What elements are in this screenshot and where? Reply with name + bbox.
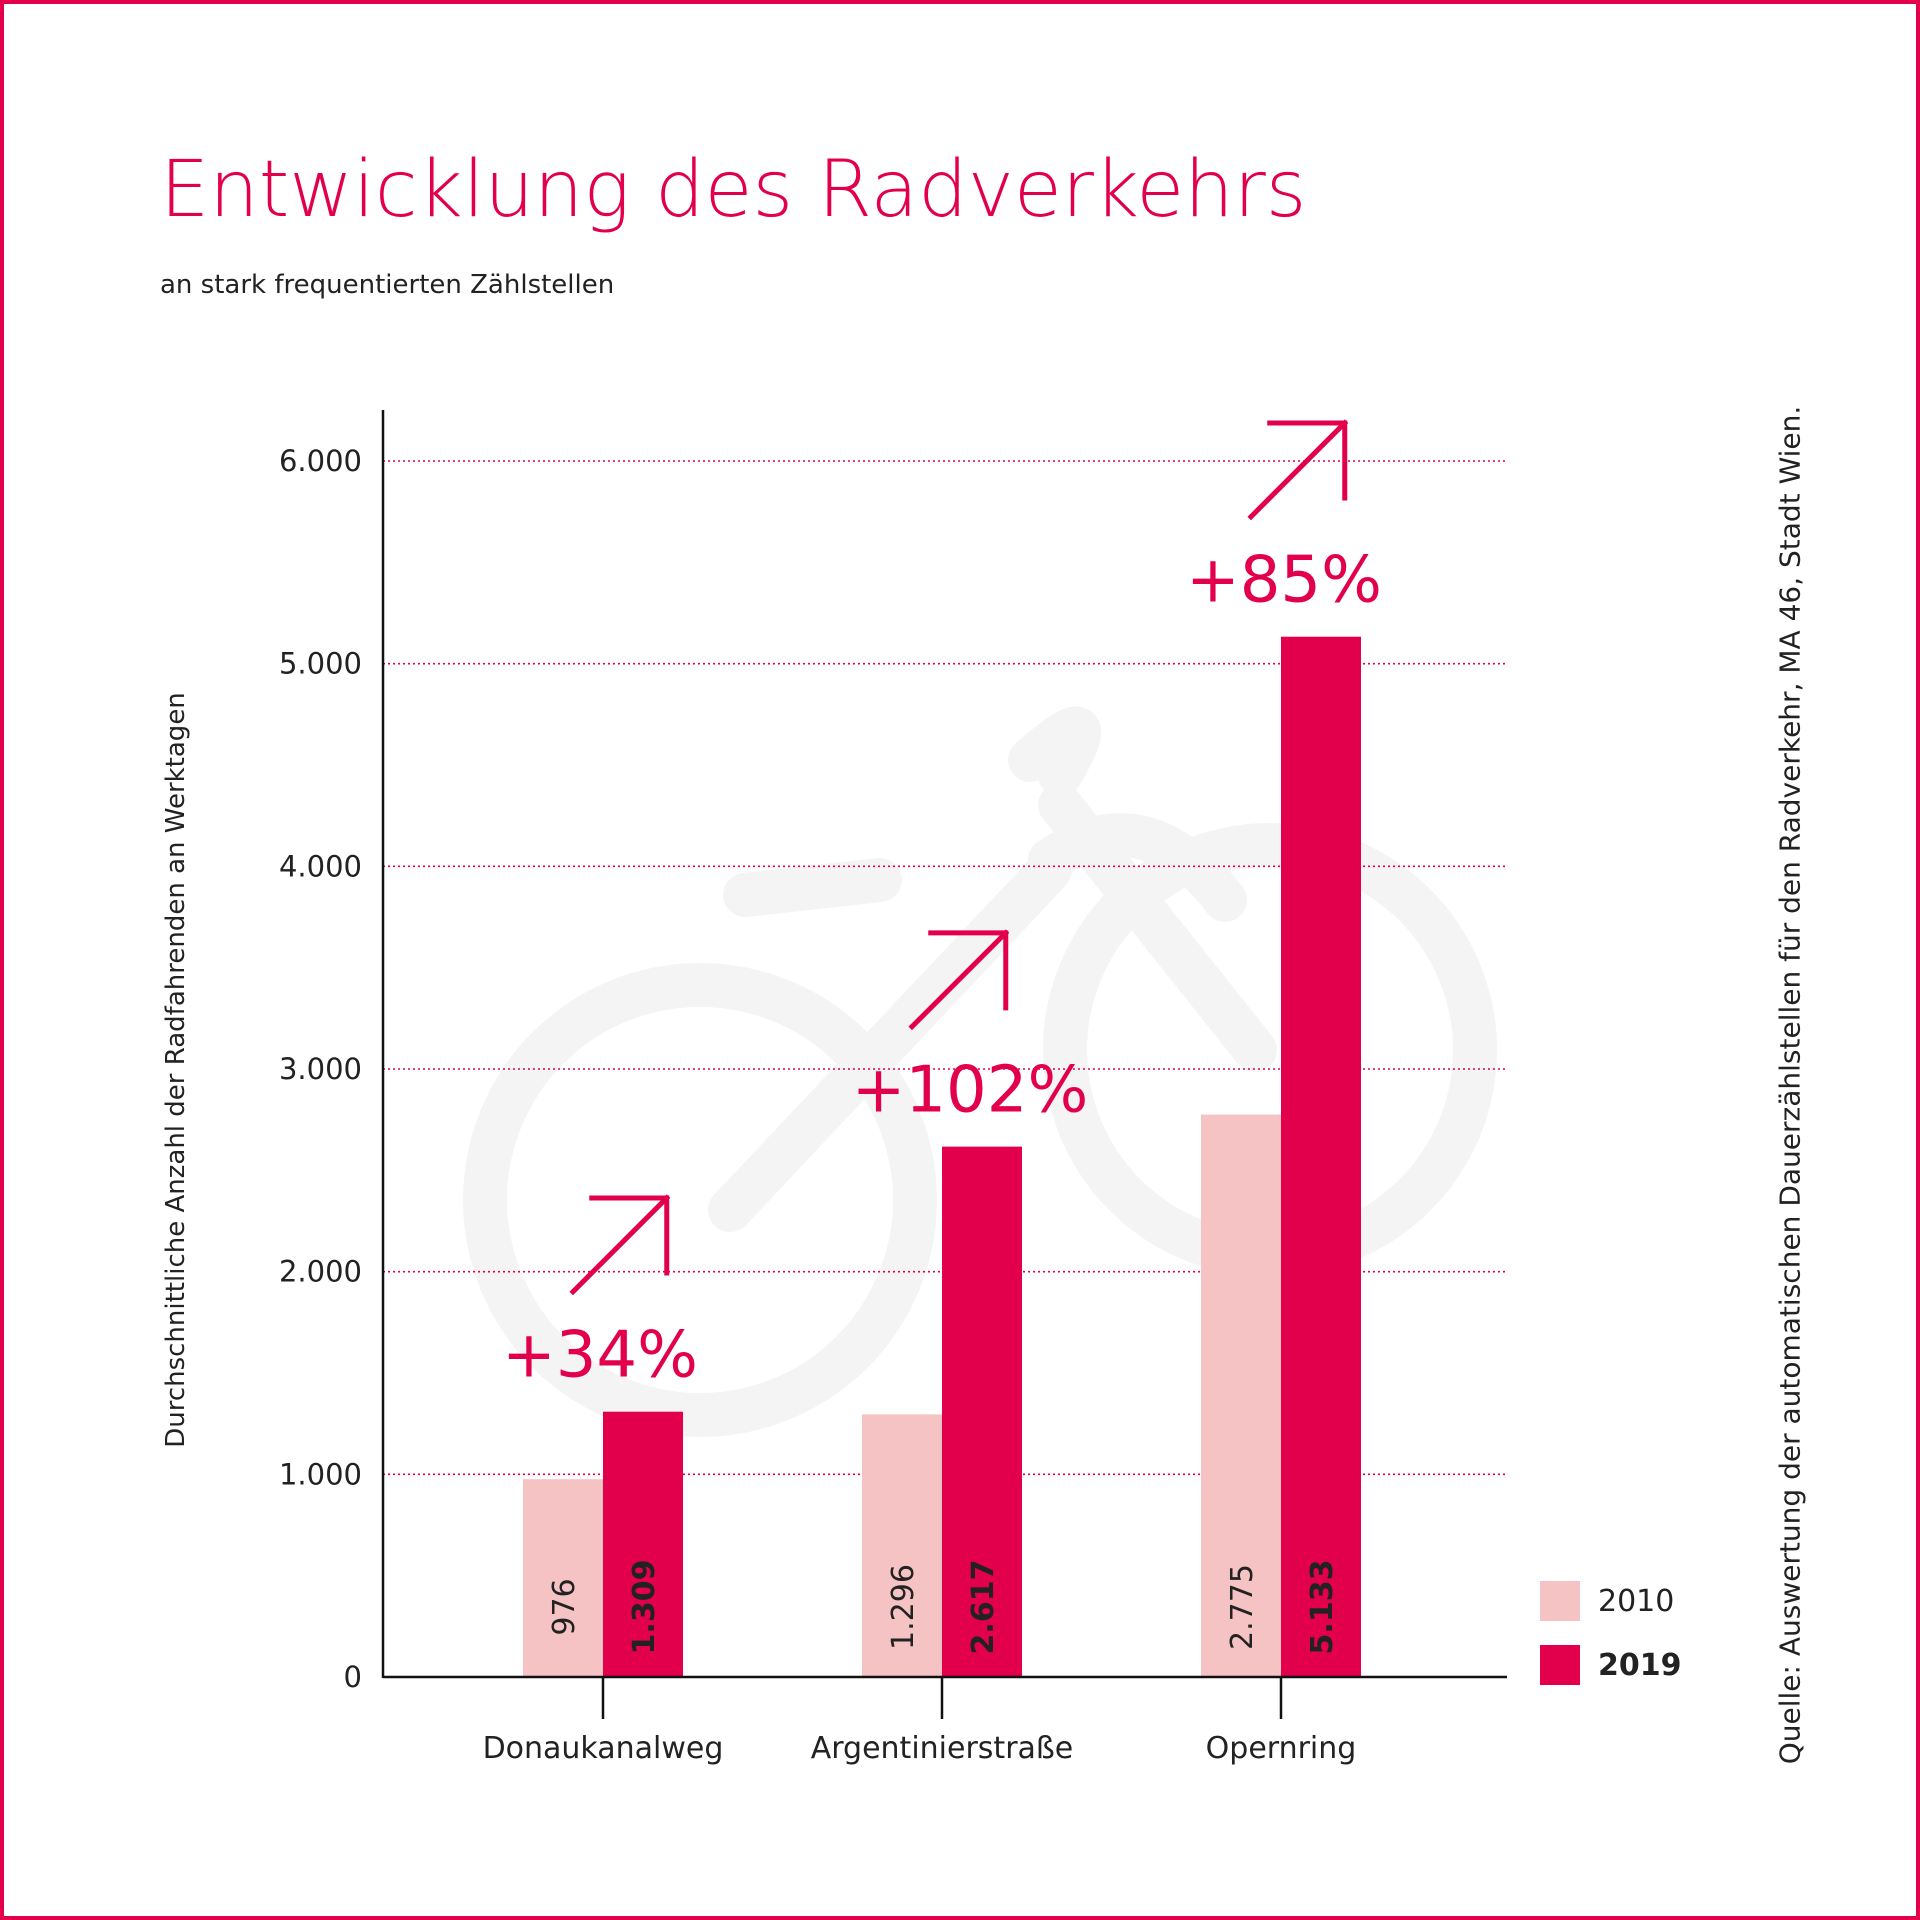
growth-arrowhead-icon: [928, 930, 1009, 1011]
bar-value-label: 1.309: [627, 1560, 662, 1655]
growth-annotations: +34% +102% +85%: [502, 419, 1382, 1393]
y-tick-label: 1.000: [279, 1457, 362, 1491]
bar-value-label: 1.296: [886, 1564, 921, 1650]
y-tick-label: 6.000: [279, 444, 362, 478]
growth-label: +34%: [502, 1319, 698, 1393]
legend-item-2019: 2019: [1540, 1644, 1682, 1686]
growth-arrow-icon: [1247, 419, 1349, 521]
legend-label-2019: 2019: [1598, 1647, 1682, 1683]
growth-arrow-icon: [908, 929, 1010, 1031]
bar-2019: [942, 1146, 1022, 1677]
x-axis-labels: Donaukanalweg Argentinierstraße Opernring: [483, 1731, 1357, 1766]
x-tick-label: Donaukanalweg: [483, 1731, 724, 1766]
y-tick-label: 4.000: [279, 849, 362, 883]
chart-title: Entwicklung des Radverkehrs: [160, 145, 1307, 235]
growth-arrowhead-icon: [1267, 420, 1348, 501]
bars: 976 1.309 1.296 2.617 2.775 5.133: [523, 636, 1361, 1678]
axes: [381, 410, 1507, 1719]
y-axis-ticks: 0 1.000 2.000 3.000 4.000 5.000 6.000: [279, 444, 362, 1694]
bar-2010: [862, 1414, 942, 1677]
bar-2010: [1201, 1114, 1281, 1677]
x-tick-label: Opernring: [1206, 1731, 1357, 1766]
bar-value-label: 5.133: [1305, 1560, 1340, 1655]
bar-value-label: 976: [547, 1578, 582, 1635]
growth-arrowhead-icon: [589, 1195, 670, 1276]
chart-subtitle: an stark frequentierten Zählstellen: [160, 270, 615, 300]
legend-label-2010: 2010: [1598, 1583, 1675, 1619]
y-tick-label: 2.000: [279, 1255, 362, 1289]
legend-item-2010: 2010: [1540, 1580, 1682, 1622]
bar-2019: [603, 1411, 683, 1677]
legend: 2010 2019: [1540, 1580, 1682, 1708]
legend-swatch-2010: [1540, 1581, 1580, 1621]
bar-2019: [1281, 636, 1361, 1678]
growth-label: +85%: [1186, 544, 1382, 618]
bar-2010: [523, 1479, 603, 1677]
bar-value-label: 2.617: [966, 1560, 1001, 1655]
bar-value-label: 2.775: [1225, 1564, 1260, 1650]
y-tick-label: 0: [344, 1660, 362, 1694]
legend-swatch-2019: [1540, 1645, 1580, 1685]
growth-arrow-icon: [569, 1194, 671, 1296]
y-tick-label: 5.000: [279, 647, 362, 681]
x-tick-label: Argentinierstraße: [811, 1731, 1074, 1766]
y-tick-label: 3.000: [279, 1052, 362, 1086]
growth-label: +102%: [852, 1054, 1089, 1128]
